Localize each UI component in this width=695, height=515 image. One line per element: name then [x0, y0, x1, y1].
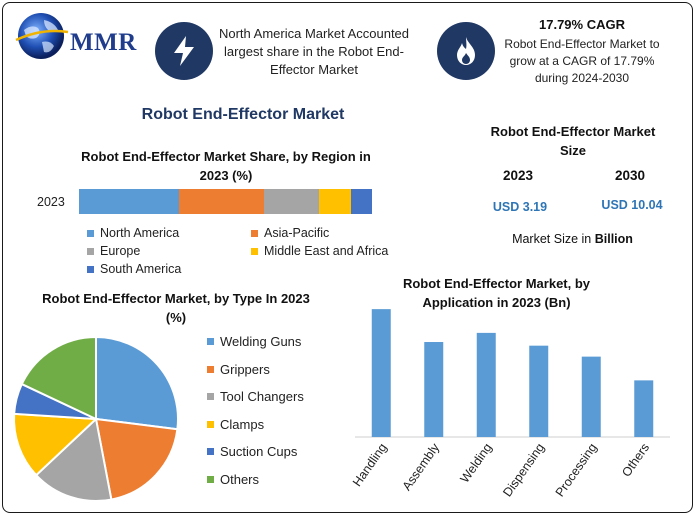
bar-welding [476, 332, 496, 437]
legend-label: Middle East and Africa [264, 244, 389, 258]
market-size-note-prefix: Market Size in [512, 232, 595, 246]
market-size-year-2023: 2023 [502, 168, 534, 183]
main-title: Robot End-Effector Market [141, 106, 345, 123]
legend-swatch [87, 247, 94, 255]
market-size-value-2030: USD 10.04 [601, 198, 663, 212]
legend-label: North America [100, 226, 180, 240]
pie-slice-others [20, 335, 97, 421]
market-size-year-2030: 2030 [614, 168, 646, 183]
legend-swatch [207, 475, 214, 483]
bar-dispensing [529, 345, 549, 437]
tick-label-processing: Processing [553, 441, 600, 500]
region-bar-segment-north-america [79, 189, 179, 214]
bar-assembly [424, 342, 444, 437]
type-legend-item-suction-cups: Suction Cups [207, 444, 297, 459]
application-bar-chart: Handling Assembly Welding Dispensing Process… [350, 309, 670, 500]
region-category-label: 2023 [37, 195, 65, 209]
region-legend-item-europe: Europe [87, 244, 140, 258]
globe-logo-icon [15, 13, 69, 59]
legend-label: Asia-Pacific [264, 226, 330, 240]
type-legend-item-grippers: Grippers [207, 362, 270, 377]
legend-label: Europe [100, 244, 141, 258]
region-legend-item-middle-east-and-africa: Middle East and Africa [251, 244, 388, 258]
legend-swatch [251, 229, 258, 237]
pie-slice-clamps [13, 412, 99, 477]
type-legend-item-clamps: Clamps [207, 417, 264, 432]
logo-text: MMR [70, 29, 137, 56]
cagr-text: Robot End-Effector Market to grow at a C… [504, 37, 660, 85]
region-stacked-bar [79, 189, 372, 214]
region-chart-title: Robot End-Effector Market Share, by Regi… [81, 149, 371, 183]
legend-label: Welding Guns [220, 334, 302, 349]
pie-slice-grippers [94, 417, 179, 501]
legend-swatch [207, 365, 214, 373]
legend-swatch [251, 247, 258, 255]
region-legend-item-south-america: South America [87, 262, 181, 276]
flame-icon [437, 22, 495, 80]
type-legend-item-welding-guns: Welding Guns [207, 334, 301, 349]
region-bar-segment-asia-pacific [178, 189, 264, 214]
type-legend-item-tool-changers: Tool Changers [207, 389, 304, 404]
type-chart-title: Robot End-Effector Market, by Type In 20… [42, 291, 310, 325]
region-legend-item-north-america: North America [87, 226, 179, 240]
tick-label-others: Others [619, 441, 652, 480]
bar-others [634, 380, 654, 437]
tick-label-welding: Welding [457, 441, 494, 486]
region-bar-segment-south-america [351, 189, 372, 214]
legend-label: Grippers [220, 361, 270, 377]
legend-swatch [87, 229, 94, 237]
legend-swatch [207, 420, 214, 428]
application-chart-title: Robot End-Effector Market, by Applicatio… [402, 276, 591, 310]
tick-label-handling: Handling [350, 441, 390, 489]
legend-label: Tool Changers [220, 389, 304, 404]
market-size-note: Market Size in Billion [480, 232, 665, 246]
market-size-value-2023: USD 3.19 [492, 200, 548, 214]
legend-swatch [207, 393, 214, 400]
bar-processing [581, 356, 601, 437]
pie-slice-welding-guns [95, 335, 179, 431]
type-pie-chart [13, 335, 179, 502]
region-legend-item-asia-pacific: Asia-Pacific [251, 226, 329, 240]
legend-label: Clamps [220, 416, 265, 432]
region-legend: North America Asia-Pacific Europe Middle Ea… [87, 226, 417, 280]
type-legend-item-others: Others [207, 472, 259, 487]
tick-label-dispensing: Dispensing [500, 441, 547, 500]
region-bar-segment-europe [263, 189, 320, 214]
legend-swatch [207, 448, 214, 455]
legend-label: Suction Cups [220, 444, 298, 459]
cagr-title: 17.79% CAGR [539, 17, 625, 32]
region-bar-segment-middle-east-and-africa [319, 189, 352, 214]
legend-label: Others [220, 471, 260, 487]
highlight-north-america-text: North America Market Accounted largest s… [218, 26, 410, 77]
market-size-note-unit: Billion [594, 232, 633, 246]
legend-label: South America [100, 262, 182, 276]
legend-swatch [87, 265, 94, 273]
bar-handling [371, 309, 391, 437]
tick-label-assembly: Assembly [400, 440, 443, 493]
legend-swatch [207, 338, 214, 345]
market-size-title: Robot End-Effector Market Size [490, 124, 656, 158]
lightning-icon [155, 22, 213, 80]
pie-slice-tool-changers [34, 417, 113, 502]
type-legend: Welding Guns Grippers Tool Changers Clamps S… [207, 334, 337, 504]
